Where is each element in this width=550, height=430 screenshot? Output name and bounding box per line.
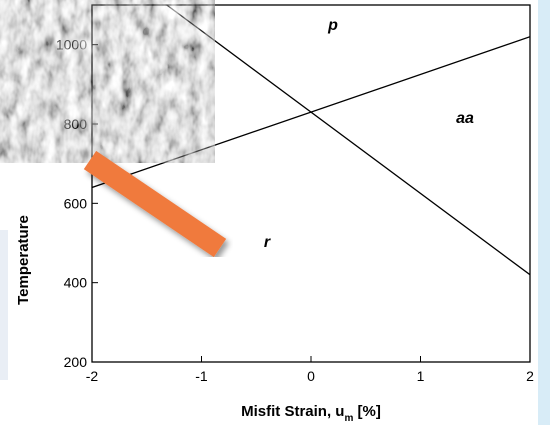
phase-label: r	[264, 234, 271, 251]
phase-label: p	[327, 17, 338, 34]
y-tick-label: 400	[64, 275, 88, 291]
edge-decoration	[538, 0, 550, 425]
x-tick-label: -1	[195, 368, 208, 384]
x-label-sub: m	[344, 413, 353, 424]
screenshot: -2-10122004006008001000paar Temperature …	[0, 0, 550, 425]
x-tick-label: 2	[526, 368, 534, 384]
y-tick-label: 200	[64, 354, 88, 370]
x-label-main: Misfit Strain, u	[241, 403, 344, 420]
phase-label: aa	[456, 110, 474, 127]
edge-decoration	[0, 230, 8, 380]
x-tick-label: 1	[417, 368, 425, 384]
y-axis-label: Temperature	[15, 215, 32, 305]
x-tick-label: 0	[307, 368, 315, 384]
x-axis-label: Misfit Strain, um [%]	[241, 403, 381, 424]
y-tick-label: 600	[64, 195, 88, 211]
inset-image	[0, 0, 215, 163]
x-tick-label: -2	[86, 368, 99, 384]
x-label-tail: [%]	[353, 403, 381, 420]
